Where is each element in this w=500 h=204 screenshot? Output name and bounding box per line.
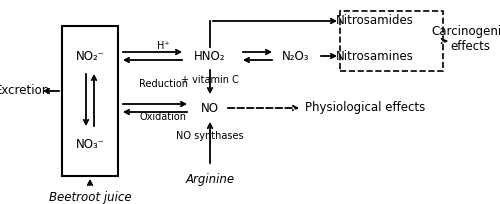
Text: Nitrosamines: Nitrosamines: [336, 50, 414, 62]
Text: Physiological effects: Physiological effects: [305, 102, 425, 114]
Text: HNO₂: HNO₂: [194, 50, 226, 62]
Text: H⁺: H⁺: [156, 41, 170, 51]
Text: Oxidation: Oxidation: [140, 112, 186, 122]
Text: Reduction: Reduction: [138, 79, 188, 89]
Bar: [62, 26, 118, 176]
Text: Carcinogenic
effects: Carcinogenic effects: [432, 25, 500, 53]
Text: Nitrosamides: Nitrosamides: [336, 14, 414, 28]
Text: NO: NO: [201, 102, 219, 114]
Text: + vitamin C: + vitamin C: [181, 75, 239, 85]
Text: Excretion: Excretion: [0, 84, 50, 98]
Bar: [340, 11, 443, 71]
Text: NO synthases: NO synthases: [176, 131, 244, 141]
Text: N₂O₃: N₂O₃: [282, 50, 310, 62]
Text: Arginine: Arginine: [186, 173, 234, 185]
Text: NO₃⁻: NO₃⁻: [76, 137, 104, 151]
Text: Beetroot juice: Beetroot juice: [48, 192, 132, 204]
Text: NO₂⁻: NO₂⁻: [76, 50, 104, 62]
